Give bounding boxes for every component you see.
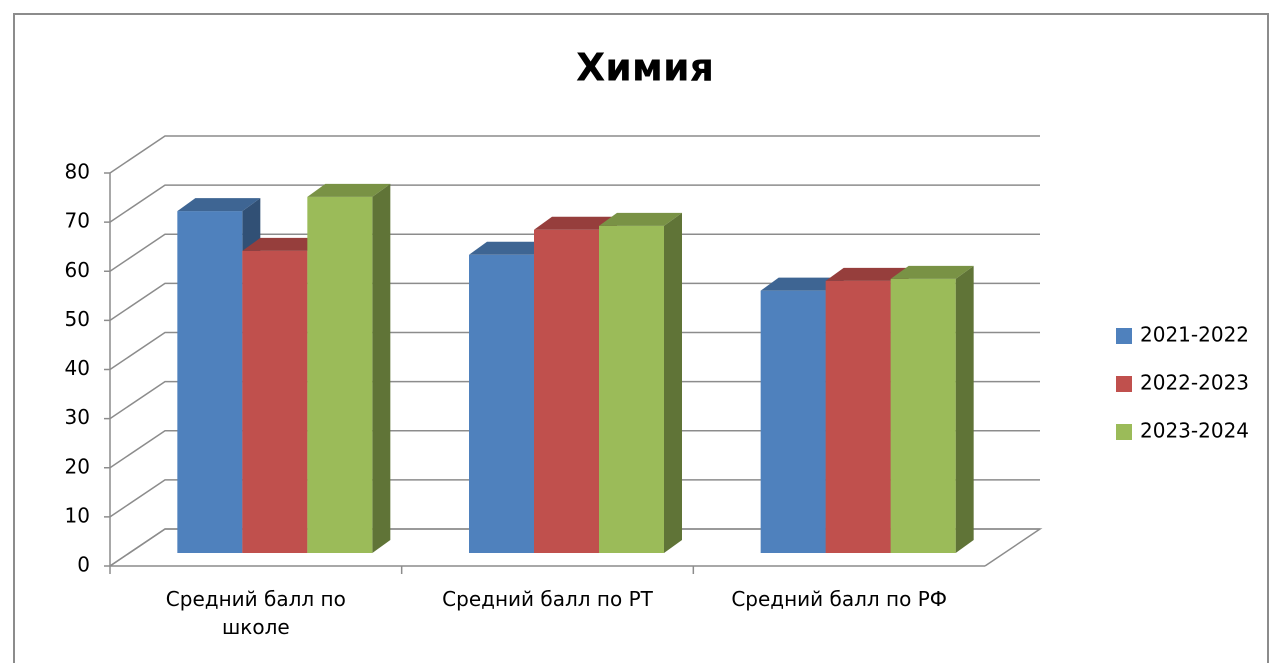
bar-front [534, 229, 599, 553]
bar-top [825, 267, 909, 281]
bar-front [760, 290, 826, 553]
bar-top [760, 277, 844, 291]
bar [307, 183, 391, 553]
bar-front [177, 211, 243, 553]
grid-line [109, 282, 1040, 321]
bar-top [890, 265, 974, 279]
y-tick-label: 10 [65, 503, 90, 527]
bar-front [242, 250, 308, 553]
legend-swatch [1116, 376, 1132, 392]
bar-top [599, 212, 682, 226]
y-tick-label: 70 [65, 209, 90, 233]
x-tick-label-line: Средний балл по РТ [442, 587, 653, 611]
bar-side [955, 265, 974, 553]
legend-swatch [1116, 328, 1132, 344]
bar-top [177, 198, 261, 212]
grid-line [109, 233, 1040, 272]
y-tick-label: 40 [65, 356, 90, 380]
bar [599, 212, 682, 553]
bar-top [534, 216, 617, 230]
bar-side [664, 212, 682, 553]
grid-line [109, 184, 1040, 223]
bar [890, 265, 974, 553]
grid-line [109, 380, 1040, 420]
bar-front [469, 254, 534, 553]
y-tick-label: 0 [77, 553, 90, 577]
legend-label: 2023-2024 [1140, 419, 1249, 443]
legend-label: 2021-2022 [1140, 323, 1249, 347]
y-tick-label: 60 [65, 258, 90, 282]
y-tick-label: 20 [65, 454, 90, 478]
bar-top [307, 183, 391, 197]
bar-top [242, 237, 326, 251]
y-tick-label: 80 [65, 160, 90, 184]
grid-line [109, 331, 1040, 371]
bar-side [372, 183, 391, 553]
y-tick-label: 30 [65, 405, 90, 429]
x-tick-label-line: Средний балл по [166, 587, 346, 611]
y-tick-label: 50 [65, 307, 90, 331]
x-tick-label: Средний балл по РФ [731, 587, 947, 611]
grid-line [109, 479, 1040, 518]
x-tick-label: Средний балл по РТ [442, 587, 653, 611]
bar-front [825, 280, 891, 553]
grid-line [109, 430, 1040, 469]
x-tick-label-line: Средний балл по РФ [731, 587, 947, 611]
bar-front [599, 225, 664, 553]
chart-title: Химия [576, 46, 714, 90]
x-tick-label-line: школе [222, 615, 290, 639]
bar-front [890, 278, 956, 553]
bar-front [307, 196, 373, 553]
x-tick-label: Средний балл по школе [166, 587, 346, 639]
grid-line [109, 135, 1040, 174]
legend-label: 2022-2023 [1140, 371, 1249, 395]
legend-swatch [1116, 424, 1132, 440]
grid-line [109, 528, 1040, 567]
bar-top [469, 241, 552, 255]
